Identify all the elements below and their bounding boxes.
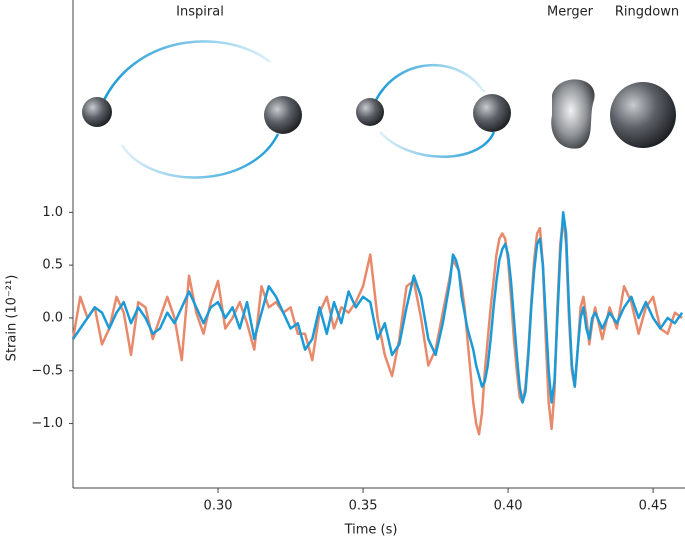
y-axis-label: Strain (10⁻²¹) <box>5 275 20 362</box>
y-tick-label: 0.0 <box>42 310 63 325</box>
x-tick-label: 0.40 <box>494 499 523 514</box>
line-series <box>71 211 684 404</box>
annotation: Inspiral <box>176 5 224 20</box>
y-tick-label: −0.5 <box>31 363 63 378</box>
x-tick-label: 0.35 <box>349 499 378 514</box>
x-axis-label: Time (s) <box>344 523 398 538</box>
x-tick-label: 0.45 <box>639 499 668 514</box>
x-tick-label: 0.30 <box>204 499 233 514</box>
illustration <box>82 40 676 179</box>
y-tick-label: −1.0 <box>31 416 63 431</box>
annotation: Ringdown <box>615 5 679 20</box>
y-tick-label: 0.5 <box>42 258 63 273</box>
y-tick-label: 1.0 <box>42 205 63 220</box>
annotation: Merger <box>547 5 594 20</box>
